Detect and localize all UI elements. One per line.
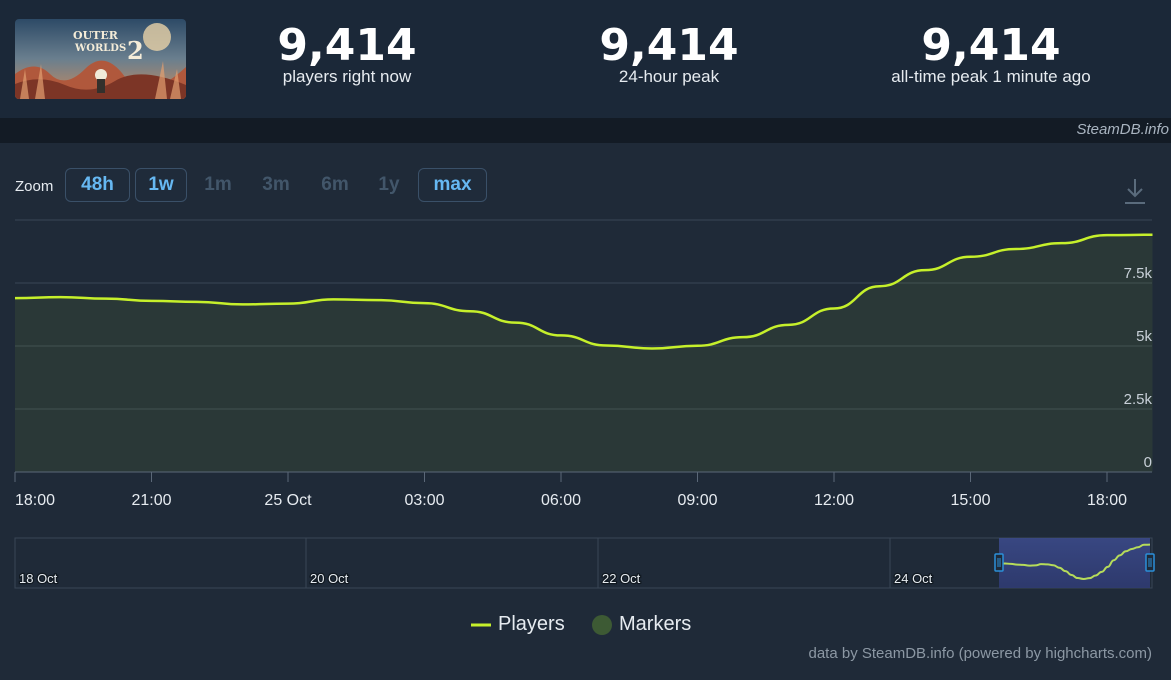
legend-line-swatch — [471, 623, 491, 626]
x-tick-label: 15:00 — [950, 492, 990, 509]
y-tick-label: 0 — [1144, 454, 1152, 471]
zoom-label: Zoom — [15, 178, 54, 195]
navigator-left-handle[interactable] — [994, 553, 1004, 572]
x-tick-label: 25 Oct — [264, 492, 312, 509]
legend-markers-label: Markers — [619, 613, 692, 635]
navigator-label: 22 Oct — [602, 571, 641, 586]
svg-text:2: 2 — [127, 36, 144, 65]
y-tick-label: 5k — [1136, 328, 1152, 345]
navigator-background[interactable] — [14, 537, 1153, 589]
navigator-selection[interactable] — [999, 538, 1150, 588]
game-cover-art: OUTER WORLDS 2 — [15, 19, 186, 99]
navigator-right-handle[interactable] — [1145, 553, 1155, 572]
y-tick-label: 2.5k — [1124, 391, 1153, 408]
separator-band — [0, 118, 1171, 143]
game-cover-image[interactable]: OUTER WORLDS 2 — [15, 19, 186, 99]
x-tick-label: 09:00 — [677, 492, 717, 509]
x-tick-label: 06:00 — [541, 492, 581, 509]
x-tick-label: 12:00 — [814, 492, 854, 509]
zoom-1y-button[interactable]: 1y — [378, 174, 400, 195]
chart-panel — [0, 143, 1171, 680]
x-tick-label: 18:00 — [1087, 492, 1127, 509]
navigator-label: 20 Oct — [310, 571, 349, 586]
zoom-1m-button[interactable]: 1m — [204, 174, 232, 195]
stat-label: players right now — [282, 67, 412, 86]
legend-players-label: Players — [498, 613, 565, 635]
legend-marker-swatch — [592, 614, 612, 635]
x-tick-label: 18:00 — [15, 492, 55, 509]
navigator-series-line — [998, 543, 1151, 580]
zoom-1w-button[interactable]: 1w — [135, 168, 187, 202]
stat-label: all-time peak 1 minute ago — [891, 67, 1091, 86]
players-series-line[interactable] — [14, 233, 1153, 350]
stat-players-now: 9,414 players right now — [197, 22, 497, 87]
legend-players[interactable]: Players — [471, 613, 565, 636]
navigator-label: 18 Oct — [19, 571, 58, 586]
zoom-6m-button[interactable]: 6m — [321, 174, 349, 195]
stat-value: 9,414 — [599, 20, 739, 71]
watermark[interactable]: SteamDB.info — [1076, 121, 1169, 138]
navigator-label: 24 Oct — [894, 571, 933, 586]
stat-all-time-peak: 9,414 all-time peak 1 minute ago — [841, 22, 1141, 87]
stat-value: 9,414 — [921, 20, 1061, 71]
zoom-max-button[interactable]: max — [418, 168, 487, 202]
players-area-fill — [15, 234, 1153, 472]
legend-markers[interactable]: Markers — [592, 613, 691, 636]
zoom-48h-button[interactable]: 48h — [65, 168, 130, 202]
y-tick-label: 7.5k — [1124, 265, 1153, 282]
download-icon[interactable] — [1123, 177, 1147, 210]
cover-title-text: OUTER — [73, 29, 119, 42]
x-tick-label: 03:00 — [404, 492, 444, 509]
chart-credits[interactable]: data by SteamDB.info (powered by highcha… — [808, 645, 1153, 662]
zoom-3m-button[interactable]: 3m — [262, 174, 290, 195]
stat-value: 9,414 — [277, 20, 417, 71]
stat-label: 24-hour peak — [618, 67, 720, 86]
stat-24h-peak: 9,414 24-hour peak — [519, 22, 819, 87]
svg-text:WORLDS: WORLDS — [74, 43, 126, 54]
stats-header: OUTER WORLDS 2 9,414 players right now 9… — [0, 0, 1171, 118]
x-tick-label: 21:00 — [131, 492, 171, 509]
